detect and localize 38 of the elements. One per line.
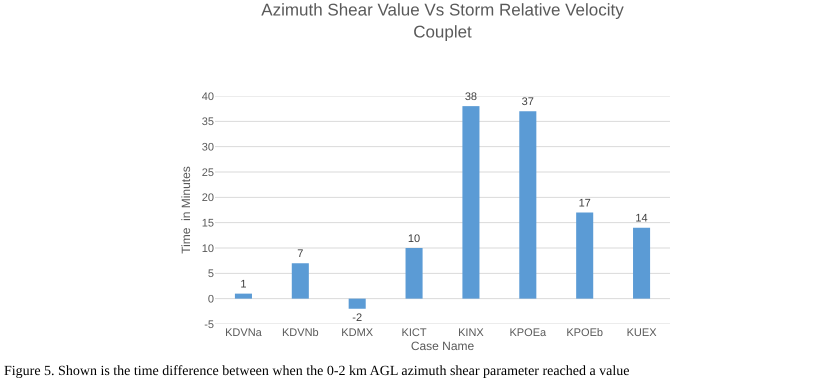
x-tick-label: KUEX (626, 327, 658, 339)
x-tick-label: KDMX (341, 327, 374, 339)
y-tick-label: 20 (202, 192, 214, 204)
bar (348, 298, 366, 309)
data-label: 14 (635, 212, 648, 225)
bar (292, 263, 309, 299)
x-tick-label: KPOEb (566, 327, 604, 339)
x-tick-label: KDVNa (225, 327, 263, 339)
bar (406, 248, 423, 299)
y-tick-label: 0 (208, 294, 214, 306)
bar (234, 294, 252, 299)
y-tick-label: 35 (202, 116, 214, 128)
chart-title: Azimuth Shear Value Vs Storm Relative Velocity Couplet (261, 0, 624, 42)
data-label: 1 (240, 278, 247, 291)
x-tick-label: KDVNb (282, 327, 319, 339)
data-label: 17 (578, 198, 591, 210)
bar (462, 106, 480, 299)
x-tick-label: KINX (458, 327, 484, 339)
bar (633, 228, 650, 299)
data-label: 37 (522, 96, 534, 108)
x-axis-title: Case Name (410, 339, 475, 353)
y-axis-title: Time in Minutes (179, 166, 194, 254)
y-tick-label: -5 (204, 318, 214, 331)
y-tick-label: 30 (202, 142, 214, 154)
y-tick-label: 5 (208, 268, 214, 280)
bar (576, 212, 594, 299)
y-tick-label: 15 (202, 218, 214, 230)
y-tick-label: 10 (202, 242, 214, 255)
data-label: 38 (464, 91, 478, 104)
x-tick-label: KPOEa (509, 327, 548, 339)
data-label: -2 (352, 312, 362, 324)
data-label: 7 (297, 248, 304, 260)
bar (519, 111, 536, 299)
y-tick-label: 40 (202, 90, 214, 103)
caption: Figure 5. Shown is the time difference between when the 0-2 km AGL azimuth shear parameter reached a value (4, 364, 630, 379)
x-tick-label: KICT (402, 327, 427, 339)
data-label: 10 (408, 233, 420, 245)
y-tick-label: 25 (202, 166, 214, 179)
